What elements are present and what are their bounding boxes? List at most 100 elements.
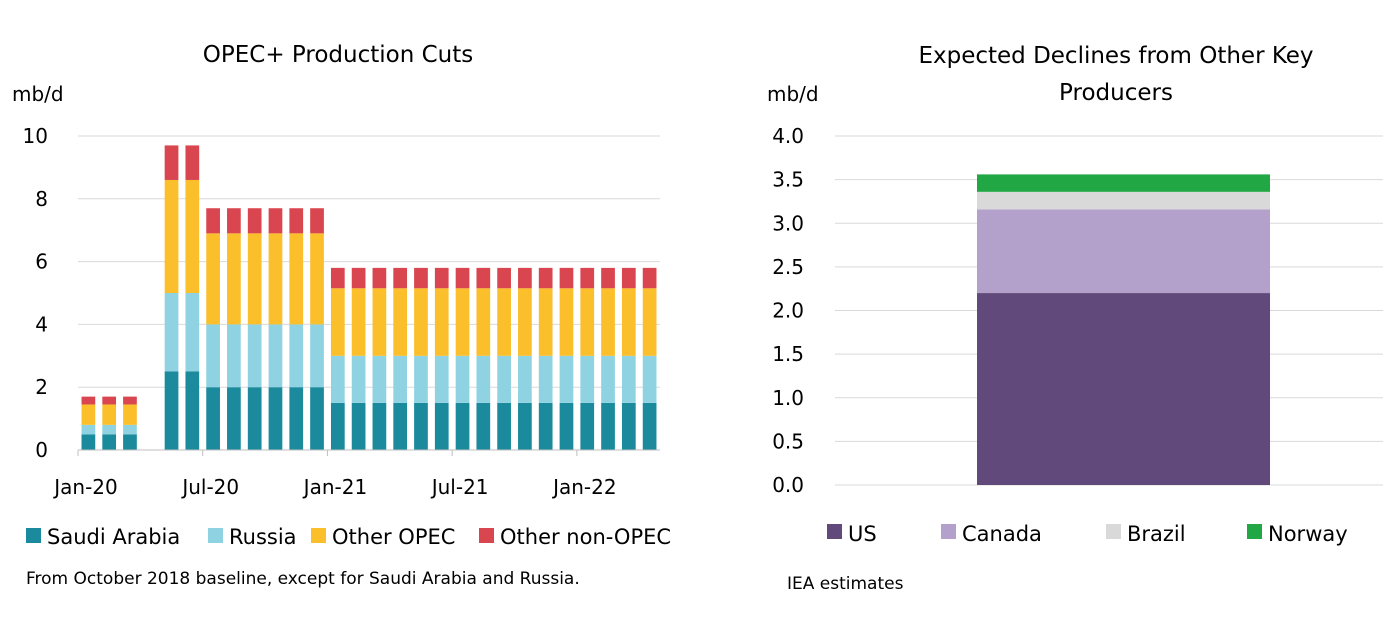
bar-segment	[123, 396, 137, 405]
bar-segment	[476, 267, 491, 289]
bar-segment	[621, 267, 636, 289]
bar-segment	[123, 424, 137, 435]
legend-swatch	[208, 528, 223, 543]
y-tick-label: 3.0	[772, 211, 804, 235]
x-tick-label: Jul-21	[430, 475, 489, 499]
x-tick-label: Jan-20	[52, 475, 118, 499]
bar-segment	[538, 355, 553, 403]
bars	[977, 174, 1270, 485]
bar-segment	[289, 233, 304, 325]
bar-segment	[518, 402, 532, 450]
legend-swatch	[1106, 524, 1121, 539]
y-tick-label: 1.0	[772, 386, 804, 410]
bar-segment	[351, 402, 366, 450]
y-tick-labels: 0.0 0.5 1.0 1.5 2.0 2.5 3.0 3.5 4.0	[772, 124, 804, 497]
bar-segment	[206, 324, 220, 388]
legend-label: Canada	[962, 522, 1042, 546]
bar-segment	[330, 288, 345, 356]
bar-segment	[268, 387, 283, 450]
y-tick-label: 2.5	[772, 255, 804, 279]
bar-segment	[289, 387, 304, 450]
bar-segment	[227, 387, 241, 450]
bar-segment	[81, 424, 96, 435]
bar-segment	[102, 424, 117, 435]
bar-segment	[455, 288, 470, 356]
legend-swatch	[1247, 524, 1262, 539]
bar-segment	[268, 208, 283, 234]
bar-segment	[621, 402, 636, 450]
bar-segment	[601, 288, 615, 356]
bar-segment	[206, 208, 220, 234]
bar-segment	[642, 402, 657, 450]
bar-segment	[268, 233, 283, 325]
bar-segment	[621, 355, 636, 403]
legend-swatch	[479, 528, 494, 543]
bar-segment	[164, 145, 179, 180]
bar-segment	[185, 179, 200, 293]
bar-segment	[977, 174, 1270, 192]
legend-swatch	[311, 528, 326, 543]
bar-segment	[393, 355, 408, 403]
y-tick-label: 6	[35, 250, 48, 274]
bar-segment	[538, 267, 553, 289]
bar-segment	[185, 145, 200, 180]
bar-segment	[81, 404, 96, 425]
y-tick-label: 0	[35, 438, 48, 462]
chart-title: OPEC+ Production Cuts	[203, 42, 473, 68]
bar-segment	[123, 434, 137, 450]
bar-segment	[393, 267, 408, 289]
bar-segment	[455, 402, 470, 450]
bar-segment	[247, 324, 262, 388]
y-tick-label: 4	[35, 312, 48, 336]
bar-segment	[476, 288, 491, 356]
bar-segment	[310, 324, 324, 388]
legend-label: Other non-OPEC	[500, 525, 671, 549]
legend: US Canada Brazil Norway	[827, 522, 1348, 546]
bar-segment	[330, 355, 345, 403]
bar-segment	[497, 288, 511, 356]
bars	[81, 145, 657, 450]
bar-segment	[414, 267, 428, 289]
bar-segment	[351, 288, 366, 356]
legend: Saudi Arabia Russia Other OPEC Other non-OP…	[26, 525, 671, 549]
bar-segment	[518, 355, 532, 403]
bar-segment	[559, 355, 574, 403]
opec-cuts-chart: OPEC+ Production Cuts mb/d 0 2 4 6 8 10 Jan-2…	[12, 42, 671, 589]
bar-segment	[185, 293, 200, 372]
bar-segment	[164, 371, 179, 450]
bar-segment	[580, 402, 595, 450]
bar-segment	[185, 371, 200, 450]
bar-segment	[977, 209, 1270, 294]
bar-segment	[476, 355, 491, 403]
bar-segment	[455, 267, 470, 289]
legend-label: Brazil	[1127, 522, 1186, 546]
bar-segment	[393, 288, 408, 356]
bar-segment	[351, 267, 366, 289]
bar-segment	[434, 267, 449, 289]
bar-segment	[559, 267, 574, 289]
legend-swatch	[26, 528, 41, 543]
legend-label: Other OPEC	[332, 525, 455, 549]
bar-segment	[538, 402, 553, 450]
y-tick-label: 0.0	[772, 473, 804, 497]
bar-segment	[310, 387, 324, 450]
bar-segment	[434, 288, 449, 356]
bar-segment	[164, 293, 179, 372]
bar-segment	[642, 267, 657, 289]
y-tick-label: 8	[35, 187, 48, 211]
bar-segment	[977, 293, 1270, 485]
x-tick-labels: Jan-20 Jul-20 Jan-21 Jul-21 Jan-22	[52, 450, 617, 499]
bar-segment	[227, 324, 241, 388]
bar-segment	[372, 355, 387, 403]
bar-segment	[601, 355, 615, 403]
bar-segment	[497, 267, 511, 289]
bar-segment	[580, 288, 595, 356]
bar-segment	[247, 233, 262, 325]
bar-segment	[393, 402, 408, 450]
y-axis-label: mb/d	[767, 82, 819, 106]
bar-segment	[310, 233, 324, 325]
bar-segment	[330, 402, 345, 450]
bar-segment	[414, 288, 428, 356]
bar-segment	[434, 355, 449, 403]
